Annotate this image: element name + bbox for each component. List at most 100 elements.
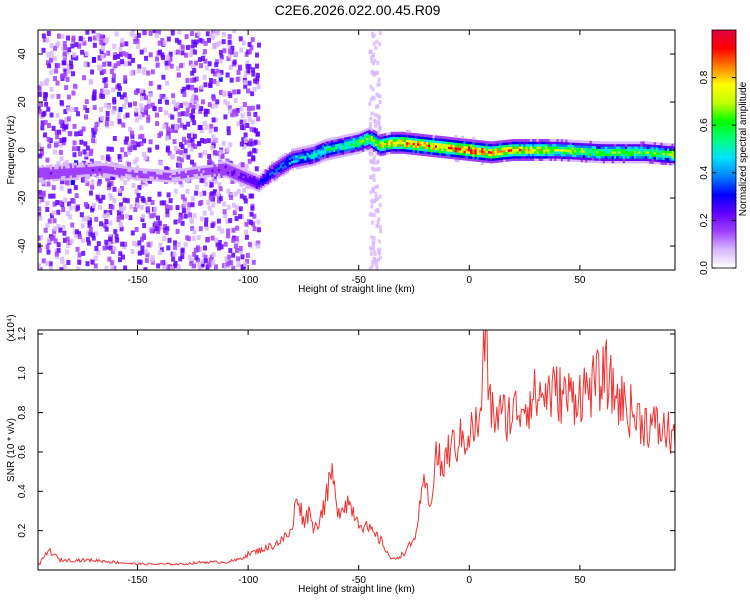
heatmap-cell — [313, 143, 316, 147]
heatmap-cell — [273, 172, 277, 175]
heatmap-cell — [122, 92, 127, 98]
heatmap-cell — [198, 226, 203, 232]
heatmap-cell — [386, 132, 389, 136]
heatmap-cell — [403, 134, 407, 138]
heatmap-cell — [392, 143, 396, 147]
heatmap-cell — [242, 170, 246, 174]
heatmap-cell — [116, 167, 120, 171]
heatmap-cell — [114, 169, 117, 173]
heatmap-cell — [74, 174, 78, 178]
heatmap-cell — [176, 66, 181, 72]
heatmap-cell — [414, 140, 418, 144]
heatmap-cell — [576, 140, 580, 143]
heatmap-cell — [386, 137, 389, 141]
heatmap-cell — [576, 144, 580, 148]
heatmap-cell — [116, 164, 120, 168]
heatmap-cell — [256, 116, 261, 122]
heatmap-cell — [212, 150, 217, 156]
heatmap-cell — [233, 51, 238, 57]
heatmap-cell — [76, 266, 81, 270]
heatmap-cell — [428, 144, 431, 148]
heatmap-cell — [184, 177, 188, 181]
heatmap-cell — [140, 95, 145, 101]
heatmap-cell — [461, 155, 465, 158]
heatmap-cell — [233, 164, 237, 168]
y-axis-label: SNR (10 * v/v) — [6, 418, 17, 482]
heatmap-cell — [534, 143, 538, 147]
heatmap-cell — [56, 173, 60, 177]
heatmap-cell — [122, 197, 127, 203]
heatmap-cell — [63, 109, 68, 115]
heatmap-cell — [141, 197, 146, 203]
heatmap-cell — [96, 170, 100, 174]
heatmap-cell — [168, 205, 173, 211]
heatmap-cell — [582, 152, 586, 156]
heatmap-cell — [425, 151, 429, 155]
heatmap-cell — [41, 192, 46, 198]
heatmap-cell — [253, 111, 258, 117]
heatmap-cell — [96, 163, 100, 167]
heatmap-cell — [571, 147, 575, 150]
heatmap-cell — [290, 160, 294, 164]
heatmap-cell — [644, 151, 648, 154]
heatmap-cell — [310, 163, 314, 167]
heatmap-cell — [194, 60, 199, 66]
heatmap-cell — [651, 153, 655, 157]
heatmap-cell — [618, 151, 622, 154]
heatmap-cell — [191, 169, 195, 173]
heatmap-cell — [273, 169, 277, 173]
heatmap-cell — [363, 143, 367, 147]
heatmap-cell — [313, 151, 316, 154]
heatmap-cell — [514, 139, 518, 142]
heatmap-cell — [474, 139, 478, 143]
heatmap-cell — [148, 52, 153, 58]
heatmap-cell — [212, 96, 217, 102]
heatmap-cell — [188, 140, 193, 146]
heatmap-cell — [195, 175, 199, 179]
heatmap-cell — [120, 177, 124, 181]
heatmap-cell — [596, 155, 599, 159]
heatmap-cell — [87, 173, 91, 177]
heatmap-cell — [649, 158, 653, 162]
heatmap-cell — [644, 160, 648, 164]
heatmap-cell — [240, 254, 245, 260]
heatmap-cell — [262, 185, 266, 189]
heatmap-cell — [242, 175, 246, 179]
heatmap-cell — [543, 158, 546, 161]
heatmap-cell — [214, 237, 219, 243]
heatmap-cell — [436, 147, 440, 151]
heatmap-cell — [520, 146, 524, 149]
heatmap-cell — [567, 154, 571, 157]
colorbar-tick-label: 0.4 — [699, 165, 710, 179]
heatmap-cell — [144, 105, 149, 111]
heatmap-cell — [624, 160, 628, 164]
heatmap-cell — [545, 143, 549, 147]
heatmap-cell — [523, 146, 526, 149]
heatmap-cell — [259, 180, 263, 184]
heatmap-cell — [164, 110, 169, 116]
heatmap-cell — [638, 146, 642, 149]
heatmap-cell — [79, 129, 84, 135]
heatmap-cell — [417, 150, 420, 154]
heatmap-cell — [501, 145, 504, 148]
heatmap-cell — [80, 162, 84, 165]
heatmap-cell — [288, 164, 292, 168]
heatmap-cell — [107, 182, 112, 188]
heatmap-cell — [350, 145, 354, 149]
heatmap-cell — [408, 132, 411, 136]
heatmap-cell — [419, 152, 423, 156]
heatmap-cell — [459, 140, 462, 144]
heatmap-cell — [414, 133, 418, 137]
heatmap-cell — [496, 152, 500, 156]
heatmap-cell — [421, 136, 425, 140]
heatmap-cell — [554, 155, 557, 159]
heatmap-cell — [210, 235, 215, 241]
heatmap-cell — [620, 158, 624, 161]
heatmap-cell — [503, 144, 507, 148]
heatmap-cell — [520, 139, 524, 142]
heatmap-cell — [139, 236, 144, 242]
heatmap-cell — [150, 200, 155, 206]
heatmap-cell — [76, 172, 80, 175]
heatmap-cell — [392, 134, 396, 137]
heatmap-cell — [605, 148, 608, 152]
